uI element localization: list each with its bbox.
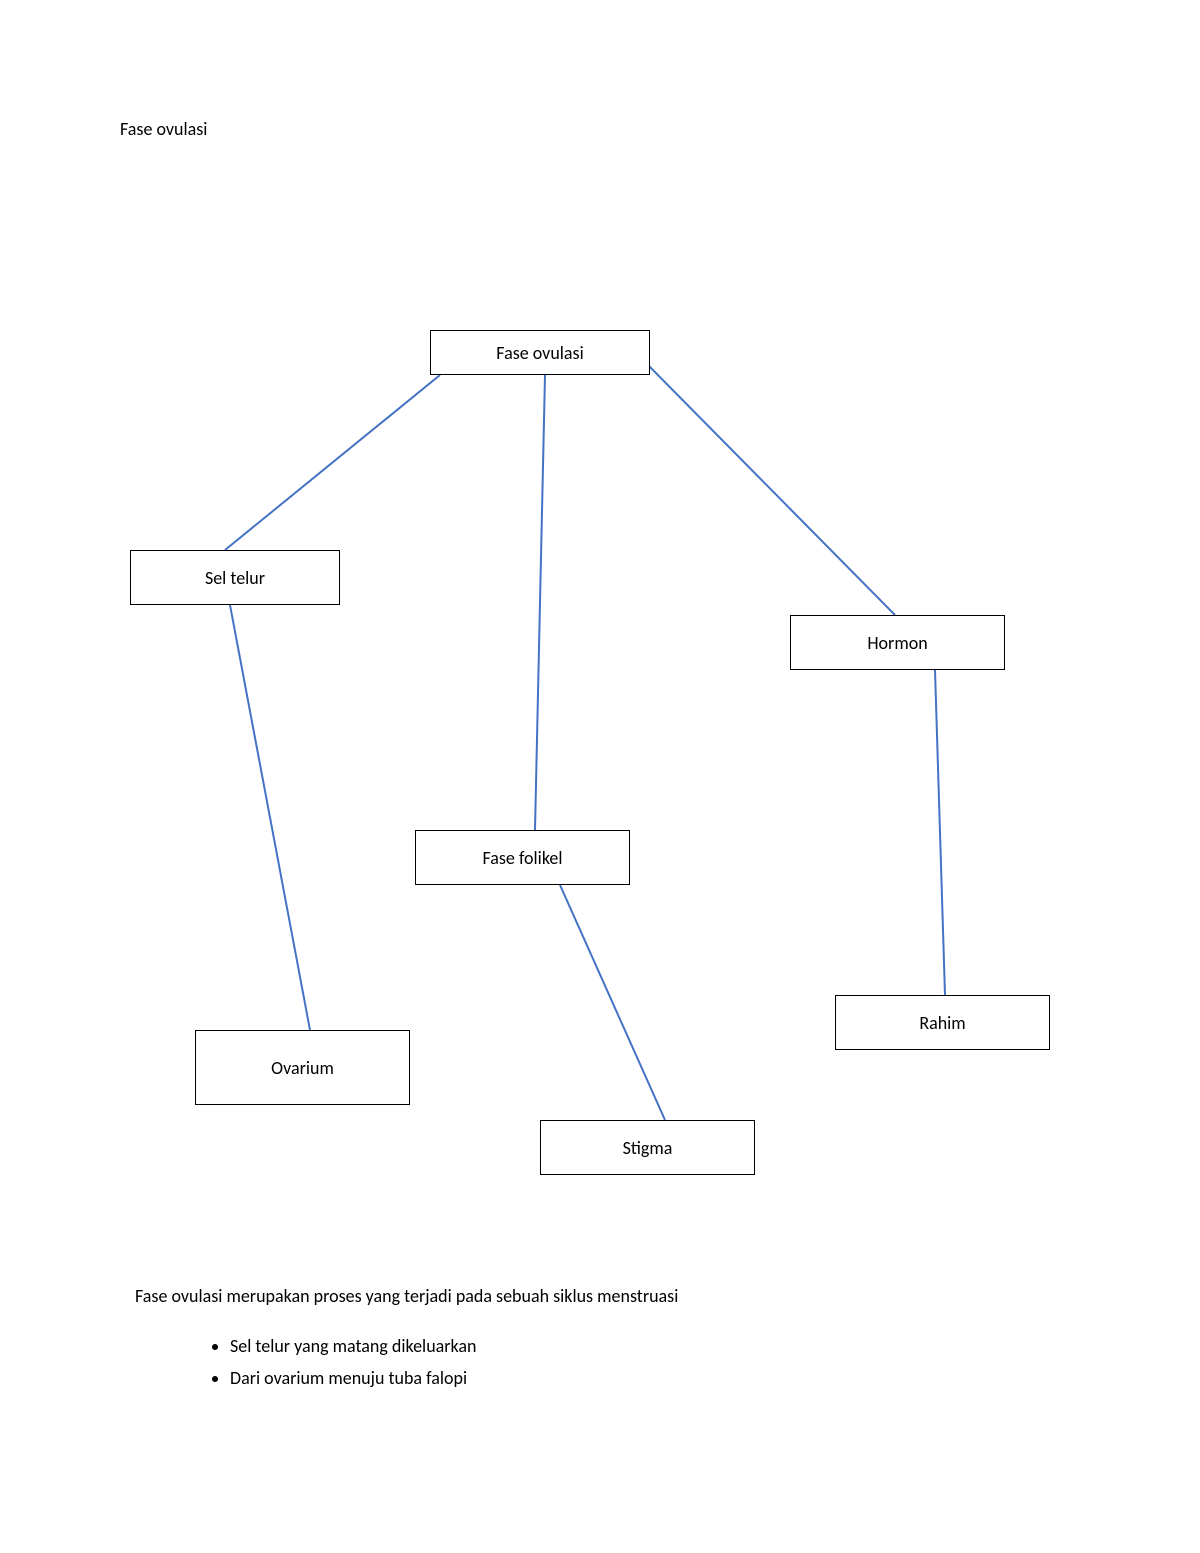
node-label: Hormon	[867, 632, 927, 654]
edge	[535, 375, 545, 830]
node-stigma: Stigma	[540, 1120, 755, 1175]
edge	[225, 375, 440, 550]
node-folikel: Fase folikel	[415, 830, 630, 885]
node-sel: Sel telur	[130, 550, 340, 605]
description-text: Fase ovulasi merupakan proses yang terja…	[135, 1285, 678, 1307]
edge	[935, 670, 945, 995]
edge	[560, 885, 665, 1120]
page: Fase ovulasi Fase ovulasi merupakan pros…	[0, 0, 1200, 1553]
node-label: Stigma	[623, 1137, 673, 1159]
node-label: Rahim	[919, 1012, 965, 1034]
bullet-item: Dari ovarium menuju tuba falopi	[230, 1367, 477, 1389]
node-ovarium: Ovarium	[195, 1030, 410, 1105]
node-rahim: Rahim	[835, 995, 1050, 1050]
node-root: Fase ovulasi	[430, 330, 650, 375]
node-label: Fase ovulasi	[496, 342, 583, 364]
bullet-list: Sel telur yang matang dikeluarkan Dari ov…	[170, 1335, 477, 1399]
node-label: Ovarium	[271, 1057, 334, 1079]
bullet-item: Sel telur yang matang dikeluarkan	[230, 1335, 477, 1357]
node-label: Fase folikel	[482, 847, 562, 869]
page-title: Fase ovulasi	[120, 118, 207, 140]
edge	[230, 605, 310, 1030]
node-label: Sel telur	[205, 567, 265, 589]
diagram-edges	[0, 0, 1200, 1553]
node-hormon: Hormon	[790, 615, 1005, 670]
edge	[648, 365, 895, 615]
